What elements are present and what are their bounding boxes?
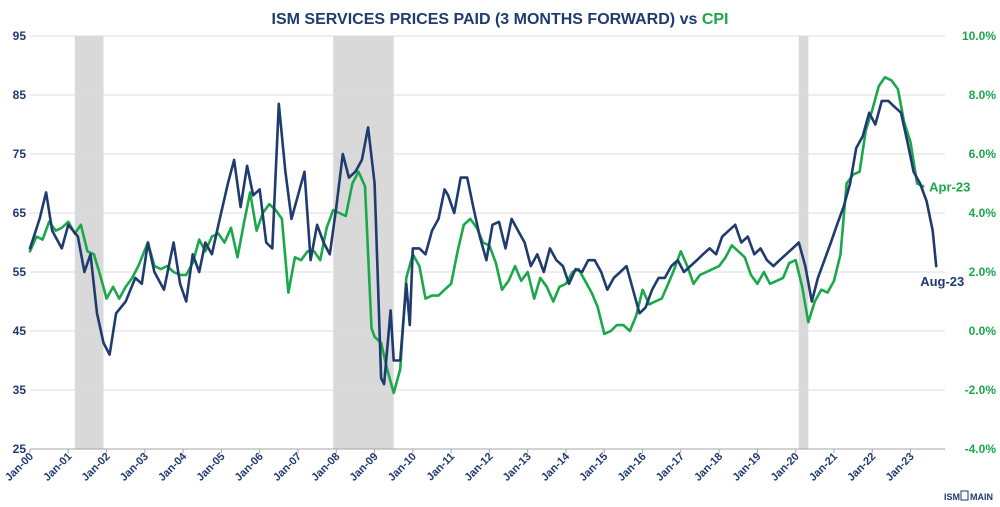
x-tick-label: Jan-05: [194, 451, 227, 484]
x-tick-label: Jan-22: [845, 451, 878, 484]
x-tick-label: Jan-19: [730, 451, 763, 484]
left-tick-label: 25: [13, 442, 27, 456]
right-axis-ticks: -4.0% -2.0% 0.0% 2.0% 4.0% 6.0% 8.0% 10.0%: [962, 29, 996, 456]
right-tick-label: 8.0%: [969, 88, 997, 102]
logo-icon: [960, 490, 969, 501]
recession-band-1: [333, 36, 394, 449]
recession-band-2: [798, 36, 809, 449]
x-tick-label: Jan-16: [616, 451, 649, 484]
x-tick-label: Jan-23: [884, 451, 917, 484]
left-tick-label: 75: [13, 147, 27, 161]
recession-bands: [74, 36, 809, 449]
x-tick-label: Jan-17: [654, 451, 687, 484]
right-tick-label: 10.0%: [962, 29, 996, 43]
right-tick-label: 2.0%: [969, 265, 997, 279]
annotation-apr-23: Apr-23: [929, 179, 970, 194]
x-tick-label: Jan-15: [577, 451, 610, 484]
right-tick-label: 4.0%: [969, 206, 997, 220]
x-tick-label: Jan-08: [309, 451, 342, 484]
x-axis-ticks: Jan-00 Jan-01 Jan-02 Jan-03 Jan-04 Jan-05 Jan-…: [3, 449, 917, 484]
chart-title: ISM SERVICES PRICES PAID (3 MONTHS FORWA…: [272, 11, 729, 28]
chart-title-cpi: CPI: [702, 11, 729, 28]
x-tick-label: Jan-04: [156, 450, 190, 484]
left-tick-label: 55: [13, 265, 27, 279]
ism-services-prices-line: [28, 99, 938, 386]
x-tick-label: Jan-20: [769, 451, 802, 484]
ism-main-logo: ISM MAIN: [944, 490, 993, 502]
x-tick-label: Jan-14: [539, 450, 573, 484]
x-tick-label: Jan-21: [807, 451, 840, 484]
right-tick-label: 6.0%: [969, 147, 997, 161]
left-tick-label: 45: [13, 324, 27, 338]
left-tick-label: 85: [13, 88, 27, 102]
logo-main-text: MAIN: [970, 492, 993, 502]
cpi-line: [28, 76, 925, 395]
left-axis-ticks: 25 35 45 55 65 75 85 95: [13, 29, 27, 456]
x-tick-label: Jan-09: [348, 451, 381, 484]
x-tick-label: Jan-07: [271, 451, 304, 484]
right-tick-label: 0.0%: [969, 324, 997, 338]
x-tick-label: Jan-18: [692, 451, 725, 484]
logo-ism-text: ISM: [944, 492, 960, 502]
x-tick-label: Jan-01: [41, 451, 74, 484]
x-tick-label: Jan-10: [386, 451, 419, 484]
left-tick-label: 35: [13, 383, 27, 397]
gridlines: [30, 35, 945, 391]
right-tick-label: -4.0%: [965, 442, 997, 456]
x-tick-label: Jan-12: [462, 451, 495, 484]
x-tick-label: Jan-03: [118, 451, 151, 484]
series-lines: [28, 76, 938, 395]
x-tick-label: Jan-13: [501, 451, 534, 484]
annotation-aug-23: Aug-23: [920, 274, 964, 289]
x-tick-label: Jan-11: [425, 451, 458, 484]
x-tick-label: Jan-02: [80, 451, 113, 484]
left-tick-label: 95: [13, 29, 27, 43]
annotations: Apr-23 Aug-23: [920, 179, 970, 289]
x-tick-label: Jan-06: [233, 451, 266, 484]
left-tick-label: 65: [13, 206, 27, 220]
right-tick-label: -2.0%: [965, 383, 997, 397]
chart-title-main: ISM SERVICES PRICES PAID (3 MONTHS FORWA…: [272, 11, 702, 28]
